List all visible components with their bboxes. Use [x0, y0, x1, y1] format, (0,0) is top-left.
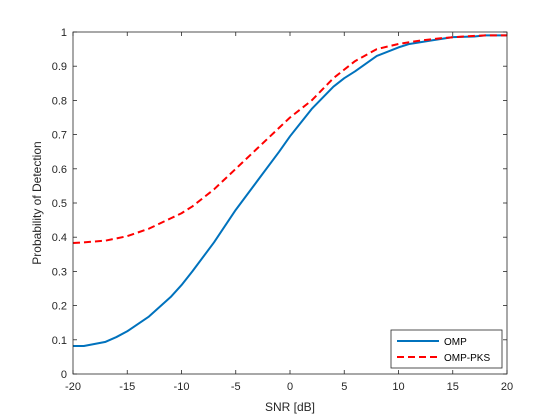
legend: OMP OMP-PKS — [390, 329, 503, 369]
y-tick-label: 0.7 — [52, 130, 67, 142]
series-layer — [72, 34, 507, 347]
x-tick-label: -20 — [65, 381, 81, 393]
y-tick-label: 0.5 — [52, 198, 67, 210]
x-tick-label: 0 — [287, 381, 293, 393]
y-tick-label: 0.6 — [52, 164, 67, 176]
y-tick-label: 0.2 — [52, 301, 67, 313]
legend-box — [390, 329, 503, 369]
y-tick-label: 0.3 — [52, 266, 67, 278]
x-axis-label: SNR [dB] — [265, 400, 315, 414]
x-tick-label: 10 — [392, 381, 404, 393]
x-tick-label: 20 — [501, 381, 513, 393]
legend-label-omp: OMP — [444, 337, 467, 348]
y-axis-label: Probability of Detection — [30, 141, 44, 264]
x-tick-label: 15 — [447, 381, 459, 393]
legend-label-omp-pks: OMP-PKS — [444, 353, 490, 364]
plot-border — [72, 31, 508, 375]
y-tick-label: 0 — [61, 369, 67, 381]
y-tick-label: 0.8 — [52, 95, 67, 107]
x-tick-label: 5 — [341, 381, 347, 393]
series-line-omp-pks — [72, 34, 507, 245]
y-tick-label: 0.4 — [52, 232, 67, 244]
x-tick-label: -15 — [119, 381, 135, 393]
plot-area — [73, 32, 507, 374]
x-tick-label: -5 — [231, 381, 241, 393]
y-tick-label: 0.9 — [52, 61, 67, 73]
y-tick-label: 0.1 — [52, 335, 67, 347]
y-tick-label: 1 — [61, 27, 67, 39]
x-tick-label: -10 — [174, 381, 190, 393]
series-line-omp — [73, 34, 507, 347]
axes-layer: -20 -15 -10 -5 0 5 10 15 20 0 0.1 0.2 0.3 0.4 0.5 0.6 0.… — [52, 27, 513, 393]
